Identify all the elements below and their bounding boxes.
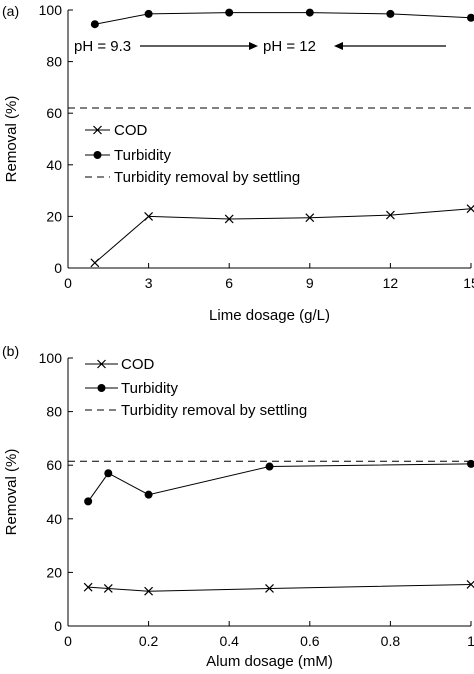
series-a-0 <box>90 204 474 268</box>
x-tick-label-b: 1 <box>467 633 474 649</box>
arrowhead-left <box>334 42 343 50</box>
y-tick-label-a: 100 <box>39 2 63 18</box>
y-tick-label-b: 60 <box>46 457 62 473</box>
x-tick-label-a: 9 <box>306 275 314 291</box>
y-tick-label-b: 80 <box>46 404 62 420</box>
x-tick-label-a: 6 <box>225 275 233 291</box>
data-point-dot <box>144 490 153 499</box>
legend-b <box>85 359 118 411</box>
x-tick-label-b: 0.6 <box>300 633 320 649</box>
data-point-dot <box>225 8 234 17</box>
legend-label-a-1: Turbidity <box>114 147 171 164</box>
y-axis-title-a: Removal (%) <box>3 96 20 183</box>
data-point-cross <box>385 210 395 220</box>
y-axis-title-b: Removal (%) <box>3 449 20 536</box>
y-tick-label-a: 40 <box>46 157 62 173</box>
data-point-cross <box>144 586 154 596</box>
y-tick-label-a: 80 <box>46 54 62 70</box>
legend-marker-dot <box>93 151 102 159</box>
legend-label-a-2: Turbidity removal by settling <box>114 169 300 186</box>
x-axis-title-a: Lime dosage (g/L) <box>209 307 330 324</box>
data-point-dot <box>467 13 474 22</box>
x-tick-label-b: 0.2 <box>139 633 159 649</box>
legend-a <box>85 125 110 178</box>
arrowhead-right <box>249 42 258 50</box>
data-point-cross <box>265 584 274 593</box>
data-point-cross <box>224 214 234 224</box>
x-tick-label-a: 3 <box>145 275 153 291</box>
x-tick-label-b: 0 <box>64 633 72 649</box>
data-point-cross <box>83 582 93 592</box>
series-a-1 <box>90 8 474 29</box>
y-tick-label-b: 40 <box>46 511 62 527</box>
data-point-dot <box>84 497 93 506</box>
x-tick-label-b: 0.4 <box>219 633 239 649</box>
x-axis-title-b: Alum dosage (mM) <box>206 653 333 669</box>
x-tick-label-a: 15 <box>463 275 474 291</box>
y-tick-label-b: 0 <box>54 618 62 634</box>
data-point-cross <box>144 211 154 221</box>
data-point-dot <box>265 462 274 471</box>
x-tick-label-a: 0 <box>64 275 72 291</box>
data-point-cross <box>90 258 100 268</box>
series-b-1 <box>84 459 474 506</box>
x-tick-label-b: 0.8 <box>381 633 401 649</box>
y-tick-label-a: 20 <box>46 208 62 224</box>
annotation-ph-high: pH = 12 <box>263 38 316 55</box>
legend-marker-cross <box>97 359 106 369</box>
series-line-a-0 <box>94 208 472 264</box>
legend-label-b-2: Turbidity removal by settling <box>121 402 307 419</box>
data-point-cross <box>103 584 113 593</box>
legend-label-b-0: COD <box>121 356 155 373</box>
panel-label-b: (b) <box>2 343 19 359</box>
data-point-dot <box>144 9 153 18</box>
y-tick-label-b: 20 <box>46 564 62 580</box>
data-point-dot <box>104 469 113 478</box>
legend-label-a-0: COD <box>114 122 148 139</box>
y-tick-label-a: 60 <box>46 105 62 121</box>
y-tick-label-b: 100 <box>39 350 63 366</box>
data-point-cross <box>305 213 315 223</box>
legend-marker-dot <box>97 384 106 392</box>
panel-b <box>67 357 474 627</box>
series-line-a-1 <box>94 12 472 25</box>
annotation-ph-low: pH = 9.3 <box>74 38 131 55</box>
panel-a <box>67 8 474 269</box>
legend-label-b-1: Turbidity <box>121 380 178 397</box>
data-point-dot <box>467 459 474 468</box>
series-b-0 <box>83 580 474 596</box>
data-point-dot <box>90 20 99 29</box>
panel-label-a: (a) <box>2 3 19 19</box>
y-tick-label-a: 0 <box>54 260 62 276</box>
x-tick-label-a: 12 <box>383 275 399 291</box>
annotations-a <box>140 42 446 50</box>
data-point-dot <box>386 9 395 18</box>
legend-marker-cross <box>93 125 102 135</box>
data-point-dot <box>305 8 314 17</box>
